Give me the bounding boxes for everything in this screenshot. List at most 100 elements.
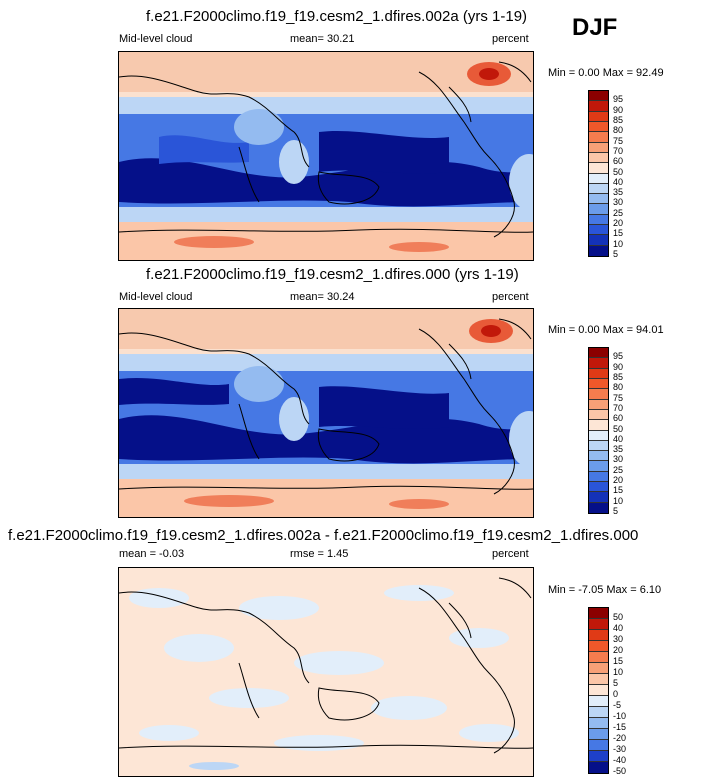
panel3-map <box>118 567 534 777</box>
colorbar-swatch <box>589 183 608 195</box>
colorbar-tick-label: -5 <box>613 700 622 710</box>
panel1-units-label: percent <box>492 33 529 45</box>
panel3-units-label: percent <box>492 548 529 560</box>
panel2-variable-label: Mid-level cloud <box>119 291 193 303</box>
colorbar-swatch <box>589 751 608 762</box>
colorbar-swatch <box>589 358 608 369</box>
colorbar-swatch <box>589 502 608 513</box>
colorbar-swatch <box>589 641 608 652</box>
colorbar-tick-label: -20 <box>613 733 627 743</box>
colorbar-tick-label: -30 <box>613 744 627 754</box>
colorbar-tick-label: -15 <box>613 722 627 732</box>
colorbar-swatch <box>589 132 608 143</box>
colorbar-tick-label: 95 <box>613 351 624 362</box>
colorbar-swatch <box>589 389 608 400</box>
panel2-map <box>118 308 534 518</box>
colorbar-swatch <box>589 430 608 441</box>
colorbar-tick-label: 20 <box>613 218 624 229</box>
panel3-title: f.e21.F2000climo.f19_f19.cesm2_1.dfires.… <box>8 527 639 544</box>
colorbar-swatch <box>589 348 608 359</box>
colorbar-swatch <box>589 663 608 674</box>
colorbar-swatch <box>589 399 608 410</box>
colorbar-tick-label: 35 <box>613 187 624 198</box>
colorbar-tick-label: 80 <box>613 382 624 393</box>
colorbar-swatch <box>589 482 608 493</box>
panel3-colorbar <box>588 607 609 774</box>
colorbar-tick-label: 15 <box>613 485 624 496</box>
colorbar-swatch <box>589 225 608 236</box>
colorbar-tick-label: 30 <box>613 634 624 644</box>
colorbar-tick-label: 20 <box>613 475 624 486</box>
colorbar-tick-label: 40 <box>613 623 624 633</box>
colorbar-tick-label: 10 <box>613 667 624 677</box>
colorbar-tick-label: -50 <box>613 766 627 776</box>
colorbar-swatch <box>589 152 608 164</box>
panel3-rmse-label: rmse = 1.45 <box>290 548 349 560</box>
colorbar-swatch <box>589 368 608 379</box>
colorbar-swatch <box>589 214 608 226</box>
colorbar-tick-label: 40 <box>613 433 624 444</box>
colorbar-swatch <box>589 235 608 246</box>
colorbar-tick-label: 50 <box>613 166 624 177</box>
colorbar-tick-label: 85 <box>613 371 624 382</box>
colorbar-swatch <box>589 440 608 452</box>
colorbar-tick-label: 5 <box>613 249 619 259</box>
colorbar-swatch <box>589 685 608 696</box>
panel1-map <box>118 51 534 261</box>
colorbar-tick-label: 70 <box>613 145 624 156</box>
colorbar-swatch <box>589 420 608 431</box>
colorbar-tick-label: 90 <box>613 361 624 372</box>
colorbar-tick-label: 10 <box>613 495 624 506</box>
panel2-minmax: Min = 0.00 Max = 94.01 <box>548 324 664 336</box>
colorbar-swatch <box>589 245 608 256</box>
colorbar-swatch <box>589 451 608 462</box>
colorbar-tick-label: 5 <box>613 678 619 688</box>
colorbar-tick-label: 75 <box>613 392 624 403</box>
colorbar-swatch <box>589 492 608 503</box>
panel2-mean-label: mean= 30.24 <box>290 291 355 303</box>
colorbar-tick-label: 30 <box>613 454 624 465</box>
colorbar-tick-label: 25 <box>613 464 624 475</box>
colorbar-swatch <box>589 740 608 751</box>
panel1-minmax: Min = 0.00 Max = 92.49 <box>548 67 664 79</box>
colorbar-tick-label: 50 <box>613 423 624 434</box>
colorbar-tick-label: 10 <box>613 238 624 249</box>
season-label: DJF <box>572 14 618 41</box>
colorbar-tick-label: 5 <box>613 506 619 516</box>
panel3-mean-label: mean = -0.03 <box>119 548 185 560</box>
colorbar-swatch <box>589 101 608 112</box>
panel1-mean-label: mean= 30.21 <box>290 33 355 45</box>
colorbar-swatch <box>589 471 608 483</box>
panel1-variable-label: Mid-level cloud <box>119 33 193 45</box>
colorbar-tick-label: 90 <box>613 104 624 115</box>
colorbar-tick-label: -40 <box>613 755 627 765</box>
colorbar-swatch <box>589 409 608 421</box>
colorbar-tick-label: 85 <box>613 114 624 125</box>
colorbar-swatch <box>589 91 608 102</box>
colorbar-swatch <box>589 696 608 707</box>
colorbar-tick-label: 50 <box>613 612 624 622</box>
panel2-title: f.e21.F2000climo.f19_f19.cesm2_1.dfires.… <box>146 266 519 283</box>
colorbar-tick-label: 60 <box>613 413 624 424</box>
colorbar-tick-label: 35 <box>613 444 624 455</box>
colorbar-tick-label: -10 <box>613 711 627 721</box>
colorbar-tick-label: 25 <box>613 207 624 218</box>
colorbar-swatch <box>589 630 608 641</box>
colorbar-swatch <box>589 142 608 153</box>
colorbar-swatch <box>589 762 608 773</box>
colorbar-swatch <box>589 608 608 619</box>
colorbar-swatch <box>589 619 608 630</box>
colorbar-tick-label: 95 <box>613 94 624 105</box>
colorbar-swatch <box>589 204 608 215</box>
colorbar-swatch <box>589 121 608 133</box>
panel2-units-label: percent <box>492 291 529 303</box>
colorbar-tick-label: 60 <box>613 156 624 167</box>
panel2-colorbar <box>588 347 609 514</box>
colorbar-tick-label: 15 <box>613 656 624 666</box>
colorbar-tick-label: 75 <box>613 135 624 146</box>
panel1-title: f.e21.F2000climo.f19_f19.cesm2_1.dfires.… <box>146 8 528 25</box>
colorbar-tick-label: 0 <box>613 689 619 699</box>
colorbar-swatch <box>589 674 608 685</box>
colorbar-swatch <box>589 707 608 718</box>
panel1-colorbar <box>588 90 609 257</box>
